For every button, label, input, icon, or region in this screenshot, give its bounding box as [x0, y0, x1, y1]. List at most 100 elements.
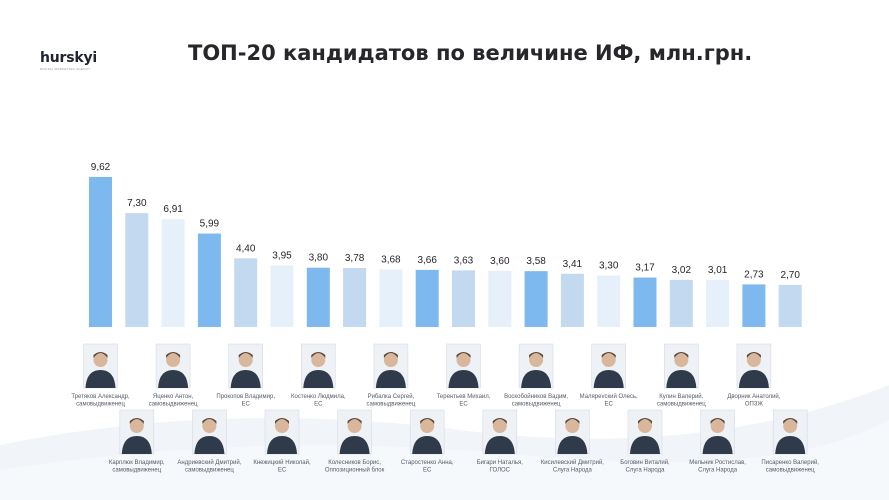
category-label: самовыдвиженец [149, 402, 198, 408]
data-label: 3,68 [381, 255, 401, 266]
candidate-head-icon [202, 419, 217, 433]
bar [742, 284, 766, 327]
category-label: Старостенко Анна, [401, 460, 454, 466]
category-label: Прокопов Владимир, [216, 394, 275, 400]
bar [379, 269, 403, 327]
data-label: 3,78 [345, 253, 365, 264]
candidate-head-icon [129, 419, 144, 433]
brand-logo: hurskyi [40, 50, 98, 66]
bar [306, 267, 330, 327]
category-label: Мельник Ростислав, [689, 460, 746, 466]
candidate-body-icon [666, 370, 697, 388]
category-label: Кисилевский Дмитрий, [541, 459, 604, 466]
category-label: самовыдвиженец [657, 402, 706, 408]
candidate-hair-icon [93, 352, 108, 358]
candidate-hair-icon [529, 352, 544, 358]
candidate-hair-icon [456, 352, 471, 358]
data-label: 3,30 [599, 261, 619, 272]
candidate-hair-icon [638, 418, 652, 424]
candidate-body-icon [521, 370, 552, 388]
candidate-head-icon [166, 353, 181, 367]
candidate-hair-icon [601, 352, 616, 358]
candidate-hair-icon [492, 418, 507, 424]
data-label: 7,30 [127, 198, 147, 209]
category-label: Дворник Анатолий, [727, 393, 780, 400]
candidate-head-icon [565, 419, 580, 433]
candidate-body-icon [484, 436, 515, 454]
bar [343, 268, 367, 327]
bar [597, 275, 621, 327]
category-label: Колесников Борис, [328, 460, 381, 466]
candidate-hair-icon [311, 352, 326, 358]
category-label: самовыдвиженец [185, 468, 234, 474]
candidate-head-icon [311, 353, 326, 367]
data-label: 3,41 [563, 259, 583, 270]
bar [524, 271, 548, 327]
candidate-hair-icon [202, 418, 217, 424]
candidate-head-icon [638, 419, 652, 433]
data-label: 9,62 [91, 162, 111, 173]
candidate-body-icon [121, 436, 152, 454]
bar [633, 277, 657, 327]
candidate-body-icon [557, 436, 588, 454]
category-label: Андриевский Дмитрий, [177, 459, 241, 466]
candidate-hair-icon [238, 352, 253, 358]
bar [197, 233, 221, 327]
candidate-body-icon [448, 370, 479, 388]
category-label: Кулин Валерий, [659, 393, 703, 400]
category-label: самовыдвиженец [512, 402, 561, 408]
data-label: 3,80 [309, 253, 329, 264]
category-label: ЕС [605, 402, 614, 408]
category-label: самовыдвиженец [112, 468, 161, 474]
category-label: Третяков Александр, [71, 394, 130, 400]
candidate-body-icon [85, 370, 116, 388]
candidate-head-icon [420, 419, 435, 433]
bar [89, 176, 112, 327]
candidate-head-icon [746, 353, 761, 367]
data-label: 3,60 [490, 256, 510, 267]
candidate-head-icon [347, 419, 362, 433]
bar [125, 213, 149, 327]
category-label: Слуга Народа [698, 468, 738, 474]
category-label: самовыдвиженец [766, 468, 815, 474]
candidate-body-icon [738, 370, 769, 388]
category-label: самовыдвиженец [367, 402, 416, 408]
data-label: 4,40 [236, 243, 256, 254]
data-label: 6,91 [163, 204, 183, 215]
category-label: Воскобойников Вадим, [504, 393, 568, 400]
candidate-body-icon [593, 370, 624, 388]
candidate-hair-icon [275, 418, 289, 424]
candidate-hair-icon [746, 352, 761, 358]
bar [270, 265, 294, 327]
category-label: Писаренко Валерий, [761, 459, 819, 466]
candidate-head-icon [674, 353, 689, 367]
category-label: ОПЗЖ [745, 402, 764, 408]
bar [669, 279, 693, 327]
candidate-body-icon [339, 436, 370, 454]
category-label: Карплюк Владимир, [109, 460, 165, 466]
bar [706, 280, 730, 327]
category-label: Костенко Людмила, [291, 394, 346, 400]
candidate-hair-icon [166, 352, 181, 358]
candidate-body-icon [194, 436, 225, 454]
candidate-head-icon [492, 419, 507, 433]
category-label: Оппозиционный блок [325, 467, 385, 474]
data-label: 2,70 [780, 270, 800, 281]
data-label: 5,99 [200, 219, 220, 230]
candidate-head-icon [601, 353, 616, 367]
bar [560, 273, 584, 327]
candidate-head-icon [529, 353, 544, 367]
category-label: ЕС [423, 468, 432, 474]
candidate-hair-icon [783, 418, 798, 424]
data-label: 3,02 [672, 265, 692, 276]
category-label: ЕС [278, 468, 287, 474]
candidate-body-icon [230, 370, 261, 388]
data-label: 3,66 [417, 255, 437, 266]
candidate-body-icon [702, 436, 733, 454]
data-label: 2,73 [744, 269, 764, 280]
data-label: 3,95 [272, 250, 292, 261]
data-label: 3,17 [635, 263, 655, 274]
bar [234, 258, 258, 327]
